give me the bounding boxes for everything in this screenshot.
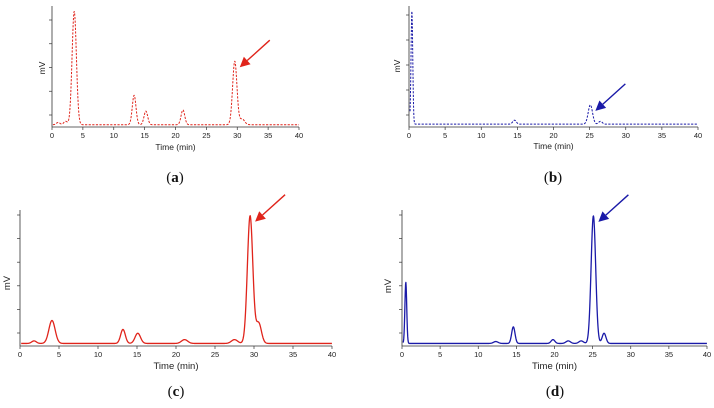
x-tick-label: 30 — [233, 131, 241, 140]
panel-caption: (b) — [544, 170, 562, 186]
caption-letter: a — [171, 170, 179, 186]
annotation-arrow-head — [595, 100, 607, 111]
x-tick-label: 40 — [694, 131, 702, 140]
x-tick-label: 10 — [110, 131, 118, 140]
x-tick-label: 10 — [477, 131, 485, 140]
x-tick-label: 40 — [328, 350, 336, 359]
caption-letter: c — [173, 384, 180, 400]
x-tick-label: 30 — [627, 350, 635, 359]
annotation-arrow-head — [239, 56, 251, 68]
annotation-arrow-head — [598, 211, 610, 222]
x-tick-label: 30 — [622, 131, 630, 140]
x-tick-label: 35 — [658, 131, 666, 140]
panel-caption: (d) — [546, 384, 564, 400]
caption-letter: d — [551, 384, 560, 400]
x-tick-label: 0 — [400, 350, 404, 359]
annotation-arrow-shaft — [262, 194, 286, 216]
x-tick-label: 25 — [202, 131, 210, 140]
caption-open-paren: ( — [544, 170, 549, 186]
x-axis-label: Time (min) — [532, 361, 577, 372]
caption-open-paren: ( — [168, 384, 173, 400]
annotation-arrow-shaft — [605, 194, 629, 216]
x-tick-label: 0 — [407, 131, 411, 140]
panel-b: 0 5 10 15 20 25 30 35 40 Time (min) mV (b) — [392, 6, 702, 186]
y-axis-label: mV — [37, 61, 47, 74]
x-axis-label: Time (min) — [533, 141, 573, 151]
x-tick-label: 25 — [588, 350, 596, 359]
chromatogram-trace — [52, 10, 300, 126]
chromatogram-trace — [402, 215, 708, 345]
x-tick-label: 10 — [474, 350, 482, 359]
caption-close-paren: ) — [179, 384, 184, 400]
caption-close-paren: ) — [179, 170, 184, 186]
x-tick-label: 5 — [81, 131, 85, 140]
x-tick-label: 25 — [585, 131, 593, 140]
chromatogram-trace — [20, 215, 333, 345]
x-tick-label: 20 — [549, 131, 557, 140]
x-tick-label: 35 — [665, 350, 673, 359]
y-axis-label: mV — [2, 275, 13, 290]
x-tick-label: 40 — [295, 131, 303, 140]
x-axis-label: Time (min) — [155, 142, 195, 152]
caption-close-paren: ) — [559, 384, 564, 400]
x-tick-label: 10 — [94, 350, 102, 359]
x-tick-label: 15 — [133, 350, 141, 359]
y-axis-label: mV — [383, 278, 394, 293]
y-axis-label: mV — [392, 59, 402, 72]
caption-letter: b — [549, 170, 557, 186]
caption-close-paren: ) — [557, 170, 562, 186]
x-tick-label: 0 — [50, 131, 54, 140]
x-tick-label: 25 — [211, 350, 219, 359]
x-tick-label: 0 — [18, 350, 22, 359]
x-axis-label: Time (min) — [153, 361, 198, 372]
caption-open-paren: ( — [546, 384, 551, 400]
caption-open-paren: ( — [166, 170, 171, 186]
x-tick-label: 15 — [513, 131, 521, 140]
panel-a: 0 5 10 15 20 25 30 35 40 Time (min) mV (a) — [37, 6, 303, 186]
x-tick-label: 35 — [264, 131, 272, 140]
panel-c: 0 5 10 15 20 25 30 35 40 Time (min) mV (c) — [2, 194, 336, 400]
x-tick-label: 35 — [289, 350, 297, 359]
x-tick-label: 30 — [250, 350, 258, 359]
x-tick-label: 15 — [140, 131, 148, 140]
panel-caption: (c) — [168, 384, 185, 400]
x-tick-label: 5 — [443, 131, 447, 140]
x-tick-label: 20 — [171, 131, 179, 140]
x-tick-label: 5 — [438, 350, 442, 359]
x-tick-label: 5 — [57, 350, 61, 359]
x-tick-label: 15 — [512, 350, 520, 359]
x-tick-label: 20 — [550, 350, 558, 359]
chromatogram-trace — [409, 10, 699, 125]
annotation-arrow-head — [255, 211, 266, 222]
annotation-arrow-shaft — [602, 83, 626, 105]
annotation-arrow-shaft — [246, 39, 271, 62]
panel-caption: (a) — [166, 170, 184, 186]
x-tick-label: 40 — [703, 350, 711, 359]
panel-d: 0 5 10 15 20 25 30 35 40 Time (min) mV (d) — [383, 194, 711, 400]
x-tick-label: 20 — [172, 350, 180, 359]
